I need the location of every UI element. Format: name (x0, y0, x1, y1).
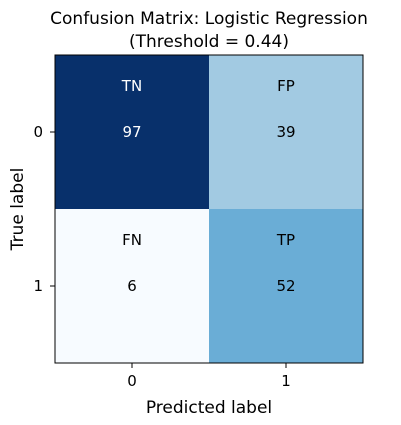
heatmap-cells: TN 97 FP 39 FN 6 TP 52 (55, 55, 363, 363)
cell-label-tn: TN (121, 77, 142, 95)
cell-value-fn: 6 (127, 277, 137, 295)
cell-label-fp: FP (277, 77, 295, 95)
cell-label-tp: TP (276, 231, 295, 249)
y-tick-label: 1 (33, 277, 43, 295)
heatmap-cell-tn (55, 55, 209, 209)
heatmap-cell-fp (209, 55, 363, 209)
chart-title: Confusion Matrix: Logistic Regression (T… (50, 9, 368, 52)
y-axis-label: True label (8, 168, 28, 252)
axis-ticks: 0 1 0 1 (33, 123, 290, 390)
heatmap-cell-fn (55, 209, 209, 363)
heatmap-cell-tp (209, 209, 363, 363)
cell-value-fp: 39 (276, 123, 295, 141)
x-tick-label: 0 (127, 372, 137, 390)
chart-title-line-2: (Threshold = 0.44) (129, 32, 289, 52)
cell-value-tp: 52 (276, 277, 295, 295)
plot-frame (54, 54, 364, 364)
x-axis-label: Predicted label (146, 398, 272, 418)
x-tick-label: 1 (281, 372, 291, 390)
cell-label-fn: FN (122, 231, 142, 249)
y-tick-label: 0 (33, 123, 43, 141)
chart-title-line-1: Confusion Matrix: Logistic Regression (50, 9, 368, 29)
cell-value-tn: 97 (122, 123, 141, 141)
